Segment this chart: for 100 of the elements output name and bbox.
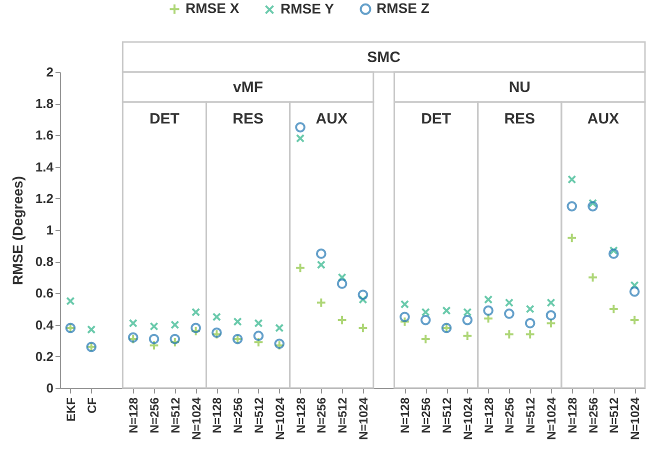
- point: [588, 198, 598, 208]
- x-tick-label: N=1024: [356, 397, 370, 440]
- text: SMC: [367, 48, 401, 66]
- point: [629, 314, 640, 326]
- point: [420, 334, 431, 344]
- point: [296, 134, 305, 143]
- point: [170, 336, 180, 348]
- point: [170, 320, 180, 330]
- x-tick-label: N=128: [210, 397, 224, 434]
- legend-label: RMSE X: [186, 0, 240, 16]
- point: [442, 306, 451, 315]
- point: [420, 314, 431, 326]
- point: [150, 322, 158, 331]
- point: [566, 201, 578, 212]
- point: [462, 314, 473, 326]
- point: [504, 308, 514, 319]
- point: [504, 329, 514, 340]
- y-axis-title: RMSE (Degrees): [9, 176, 26, 285]
- point: [608, 304, 619, 314]
- point: [128, 318, 138, 328]
- point: [190, 322, 201, 334]
- point: [526, 304, 534, 314]
- point: [190, 326, 201, 336]
- point: [421, 308, 430, 317]
- point: [483, 313, 494, 324]
- point: [546, 298, 556, 308]
- point: [630, 280, 639, 290]
- point: [400, 300, 410, 309]
- point: [233, 317, 242, 326]
- x-tick-label: N=1024: [460, 397, 475, 440]
- x-tick-label: N=512: [252, 397, 266, 434]
- x-tick-label: N=512: [524, 397, 538, 434]
- point: [358, 295, 368, 304]
- annotation: RES: [232, 110, 264, 128]
- x-tick-label: N=128: [565, 397, 580, 434]
- point: [588, 201, 598, 212]
- point: [66, 296, 75, 306]
- x-tick-label: N=256: [314, 397, 329, 434]
- legend-label: RMSE Z: [376, 0, 430, 16]
- point: [483, 305, 494, 316]
- point: [253, 336, 264, 348]
- y-tick-label: 1.4: [35, 159, 54, 174]
- point: [295, 262, 306, 274]
- y-tick-label: 1.2: [35, 190, 54, 206]
- y-tick-label: 1.8: [35, 96, 54, 112]
- point: [524, 318, 536, 328]
- x-tick-label: N=512: [336, 397, 350, 434]
- x-tick-label: N=256: [148, 397, 162, 434]
- y-tick-label: 0.8: [35, 254, 54, 270]
- annotation: RES: [504, 110, 536, 128]
- point: [212, 312, 222, 322]
- point: [170, 334, 180, 344]
- y-tick-label: 0.2: [35, 348, 54, 364]
- x-tick-label: N=512: [168, 397, 182, 434]
- annotation: DET: [421, 110, 452, 128]
- x-tick-label: N=512: [440, 397, 454, 434]
- point: [609, 246, 618, 255]
- x-tick-label: N=1024: [272, 397, 287, 440]
- point: [608, 248, 619, 259]
- point: [316, 297, 326, 308]
- point: [316, 248, 326, 259]
- point: [336, 314, 348, 326]
- y-tick-label: 0: [46, 380, 54, 396]
- annotation: NU: [508, 79, 530, 96]
- point: [546, 310, 556, 320]
- x-tick-label: N=128: [482, 397, 496, 434]
- point: [462, 330, 473, 342]
- point: [629, 286, 640, 297]
- x-tick-label: EKF: [64, 398, 78, 422]
- point: [463, 308, 472, 317]
- point: [275, 324, 284, 332]
- annotation: DET: [149, 110, 180, 128]
- annotation: AUX: [587, 110, 620, 128]
- y-tick-label: 1.6: [35, 128, 54, 143]
- point: [253, 330, 264, 342]
- point: [336, 278, 348, 289]
- y-tick-label: 0.6: [35, 286, 54, 301]
- annotation: AUX: [316, 110, 348, 128]
- point: [338, 273, 346, 282]
- x-tick-label: N=256: [419, 397, 434, 434]
- point: [148, 340, 160, 351]
- point: [400, 316, 410, 327]
- point: [588, 272, 598, 283]
- legend-label: RMSE Y: [280, 0, 335, 17]
- point: [295, 122, 306, 132]
- x-tick-label: N=256: [586, 397, 600, 434]
- point: [484, 295, 493, 304]
- y-tick-label: 2: [46, 64, 54, 80]
- x-tick-label: N=1024: [544, 397, 558, 440]
- point: [191, 308, 200, 317]
- point: [254, 318, 263, 328]
- point: [568, 175, 576, 184]
- point: [524, 329, 536, 340]
- point: [316, 260, 326, 270]
- y-tick-label: 1: [46, 222, 54, 238]
- point: [148, 334, 160, 344]
- x-tick-label: N=1024: [189, 397, 204, 440]
- point: [566, 232, 578, 244]
- y-tick-label: 0.4: [35, 317, 54, 332]
- x-tick-label: N=512: [607, 397, 622, 434]
